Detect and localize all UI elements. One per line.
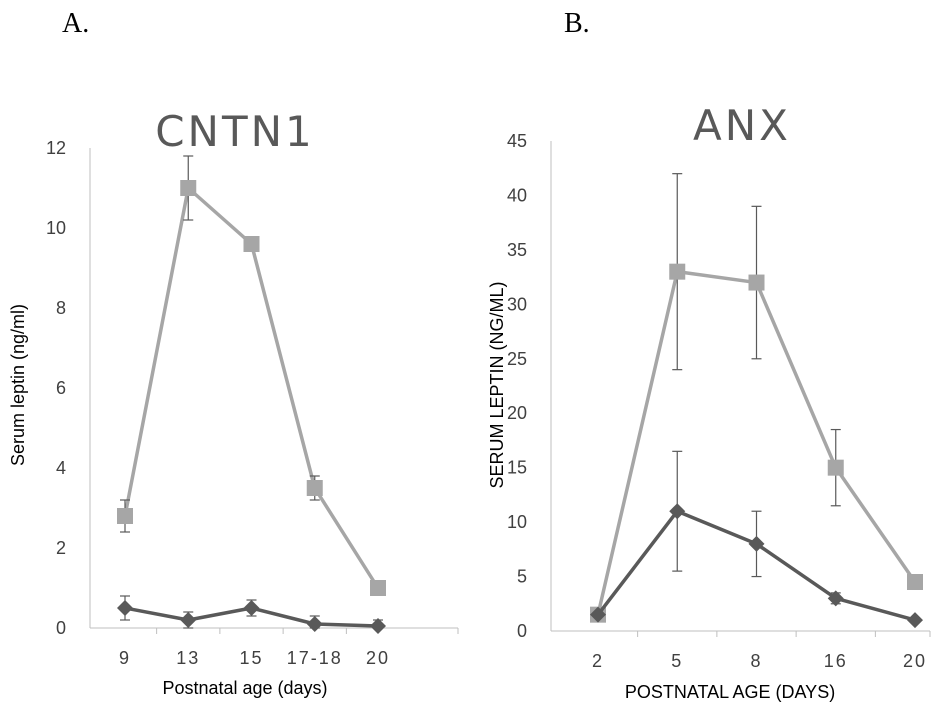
chart-b-y-tick-label: 35 — [507, 240, 527, 260]
chart-b-series-2-point — [669, 503, 686, 520]
chart-a-y-tick-label: 6 — [56, 378, 66, 398]
chart-a-y-tick-label: 8 — [56, 298, 66, 318]
chart-b-y-tick-label: 10 — [507, 512, 527, 532]
chart-a-series-1-point — [370, 580, 386, 596]
chart-a-x-tick-label: 15 — [239, 648, 263, 668]
panel-label-a: A. — [62, 8, 90, 39]
chart-a-series-2-point — [306, 616, 323, 632]
chart-a-series-1-point — [117, 508, 133, 524]
chart-b-y-tick-label: 40 — [507, 185, 527, 205]
panel-label-b: B. — [564, 8, 590, 39]
chart-a-y-tick-label: 4 — [56, 458, 66, 478]
chart-a-series-1-point — [180, 180, 197, 196]
chart-b-x-tick-label: 16 — [824, 651, 848, 671]
chart-a-series-1-point — [243, 236, 260, 252]
chart-b-x-tick-label: 20 — [903, 651, 927, 671]
chart-a-y-axis-label: Serum leptin (ng/ml) — [8, 304, 28, 466]
chart-a-series-2-point — [243, 600, 260, 616]
chart-b-series-2-point — [827, 590, 844, 607]
chart-b-x-tick-label: 8 — [750, 651, 762, 671]
chart-a-y-tick-label: 0 — [56, 618, 66, 638]
chart-b-x-axis-label: POSTNATAL AGE (DAYS) — [625, 682, 835, 702]
chart-b-y-tick-label: 0 — [517, 621, 527, 641]
chart-b-series-1-point — [748, 274, 765, 291]
chart-b-series-2-point — [590, 606, 606, 623]
chart-b-title: ANX — [693, 101, 791, 150]
chart-b-series-1-point — [907, 574, 923, 590]
chart-a-series-2-point — [370, 618, 386, 634]
chart-b-y-tick-label: 20 — [507, 403, 527, 423]
chart-a-series-2-point — [180, 612, 197, 628]
chart-b-y-tick-label: 15 — [507, 458, 527, 478]
chart-b-x-tick-label: 5 — [671, 651, 683, 671]
chart-b-y-tick-label: 25 — [507, 349, 527, 369]
chart-b-series-2-point — [748, 535, 765, 552]
chart-b-series-1-point — [669, 263, 686, 280]
chart-a-y-tick-label: 12 — [46, 138, 66, 158]
chart-a-x-axis-label: Postnatal age (days) — [162, 678, 327, 698]
chart-b-y-tick-label: 5 — [517, 567, 527, 587]
chart-a-y-tick-label: 2 — [56, 538, 66, 558]
chart-a-title: CNTN1 — [155, 107, 315, 156]
chart-a-x-tick-label: 13 — [176, 648, 200, 668]
chart-b-series-2-point — [907, 612, 923, 629]
chart-a-series-2-point — [117, 600, 133, 616]
chart-b-series-1-point — [827, 459, 844, 476]
chart-b-x-tick-label: 2 — [592, 651, 604, 671]
chart-b-y-axis-label: SERUM LEPTIN (NG/ML) — [487, 281, 507, 488]
chart-b-y-tick-label: 30 — [507, 294, 527, 314]
chart-a-x-tick-label: 20 — [366, 648, 390, 668]
chart-b-y-tick-label: 45 — [507, 131, 527, 151]
chart-a-x-tick-label: 17-18 — [287, 648, 343, 668]
chart-a-series-1-point — [306, 480, 323, 496]
chart-a-y-tick-label: 10 — [46, 218, 66, 238]
chart-a-x-tick-label: 9 — [119, 648, 131, 668]
